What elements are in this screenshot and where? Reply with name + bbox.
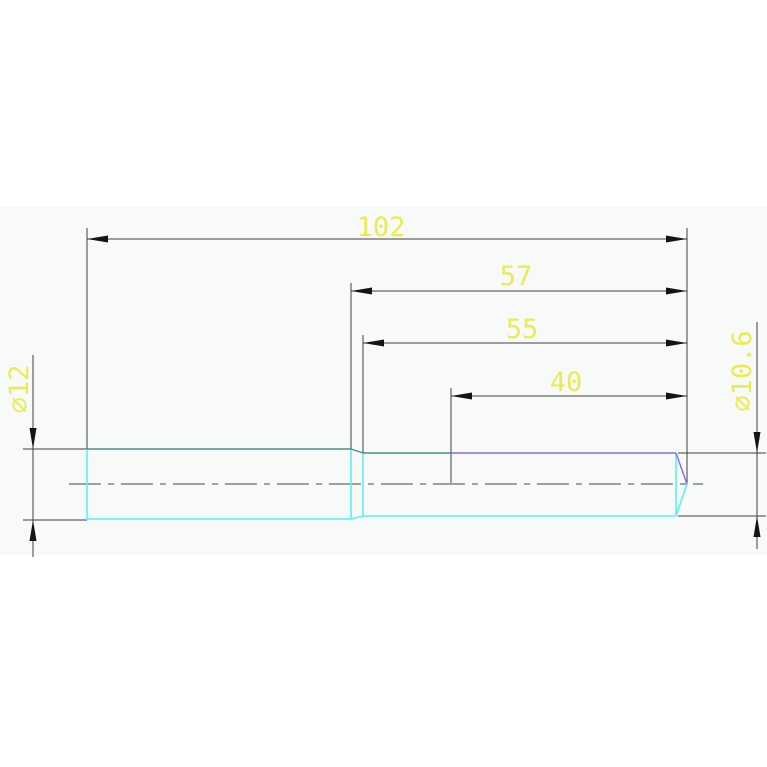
drawing-area-band [0,207,767,555]
extension-lines [23,228,766,521]
arrow-102-left [87,235,108,243]
arrow-dia106-bottom [753,516,761,537]
arrow-57-left [351,287,372,295]
part-cone-upper [675,452,688,485]
dim-label-dia12: ∅12 [4,365,35,414]
part-outline-teal [87,448,451,454]
dim-label-57: 57 [500,261,533,292]
part-outline-cyan [86,449,688,520]
part-outline[interactable] [86,448,688,520]
dimension-labels: 102 57 55 40 ∅12 ∅10.6 [4,212,758,413]
arrow-40-left [451,392,472,400]
dim-label-55: 55 [506,314,539,345]
arrow-dia106-top [753,432,761,453]
arrow-dia12-top [29,428,37,449]
arrow-40-right [666,392,687,400]
arrowheads [29,235,761,541]
dim-label-102: 102 [357,212,406,243]
dim-label-40: 40 [550,367,583,398]
arrow-55-right [666,339,687,347]
arrow-dia12-bottom [29,520,37,541]
arrow-57-right [666,287,687,295]
arrow-55-left [363,339,384,347]
dim-label-dia106: ∅10.6 [727,330,758,411]
arrow-102-right [666,235,687,243]
part-taper-top [350,448,364,454]
part-cone-lower [675,483,688,517]
part-taper-bottom [350,515,364,520]
part-outline-purple [451,452,688,485]
